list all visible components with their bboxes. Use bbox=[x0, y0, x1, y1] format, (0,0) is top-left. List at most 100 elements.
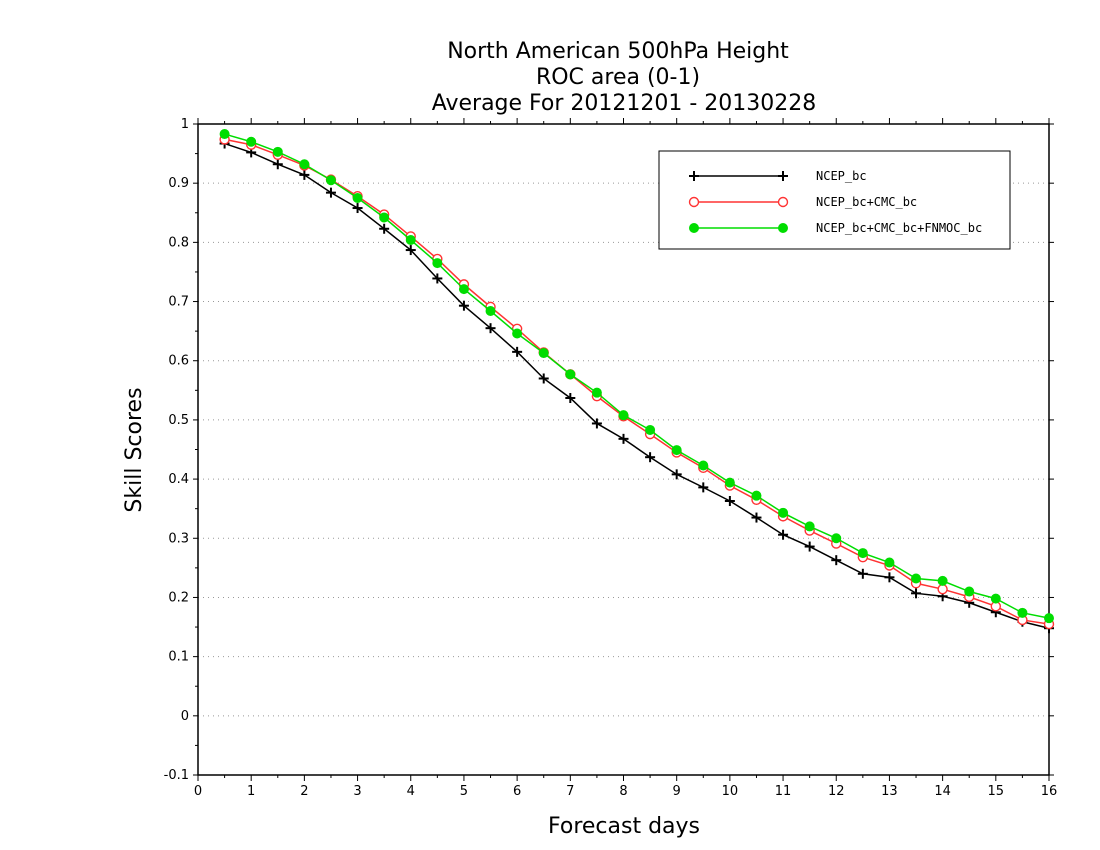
x-tick-label: 0 bbox=[194, 784, 202, 799]
plus-marker bbox=[565, 393, 576, 404]
y-tick-label: 0.3 bbox=[168, 531, 189, 546]
plus-marker bbox=[778, 171, 788, 181]
series-line bbox=[224, 142, 1050, 629]
plus-marker bbox=[352, 203, 363, 214]
plus-marker bbox=[911, 588, 922, 599]
plus-marker bbox=[751, 512, 762, 523]
x-tick-label: 2 bbox=[300, 784, 308, 799]
filled-circle-marker bbox=[857, 548, 868, 559]
plus-marker bbox=[325, 187, 336, 198]
y-tick-label: 0.9 bbox=[168, 176, 189, 191]
ticks: -0.100.10.20.30.40.50.60.70.80.910 1 2 3 4 5 6… bbox=[164, 117, 1058, 799]
x-tick-label: 12 bbox=[828, 784, 845, 799]
filled-circle-marker bbox=[325, 175, 336, 186]
plus-marker bbox=[689, 171, 699, 181]
y-tick-label: 0.8 bbox=[168, 235, 189, 250]
y-tick-label: 0.4 bbox=[168, 472, 189, 487]
filled-circle-marker bbox=[698, 460, 709, 471]
x-tick-label: 7 bbox=[566, 784, 574, 799]
filled-circle-marker bbox=[778, 507, 789, 518]
filled-circle-marker bbox=[272, 146, 283, 157]
x-tick-label: 3 bbox=[353, 784, 361, 799]
plus-marker bbox=[512, 346, 523, 357]
plus-marker bbox=[724, 495, 735, 506]
x-tick-label: 5 bbox=[460, 784, 468, 799]
x-tick-label: 8 bbox=[619, 784, 627, 799]
y-axis-label: Skill Scores bbox=[122, 387, 147, 512]
legend-label: NCEP_bc bbox=[816, 169, 867, 183]
filled-circle-marker bbox=[884, 557, 895, 568]
series-layer bbox=[219, 129, 1055, 634]
legend: NCEP_bc NCEP_bc+CMC_bc NCEP_bc+CMC_bc+FNMO… bbox=[658, 150, 1011, 250]
open-circle-marker bbox=[937, 583, 948, 595]
filled-circle-marker bbox=[831, 533, 842, 544]
x-tick-label: 14 bbox=[934, 784, 951, 799]
filled-circle-marker bbox=[246, 136, 257, 147]
open-circle-marker bbox=[777, 196, 789, 208]
x-tick-label: 11 bbox=[775, 784, 792, 799]
filled-circle-marker bbox=[485, 306, 496, 317]
filled-circle-marker bbox=[911, 573, 922, 584]
plus-marker bbox=[405, 245, 416, 256]
chart-title-line-1: North American 500hPa Height bbox=[447, 39, 789, 64]
filled-circle-marker bbox=[432, 258, 443, 269]
filled-circle-marker bbox=[405, 234, 416, 245]
filled-circle-marker bbox=[689, 223, 699, 233]
plus-marker bbox=[698, 482, 709, 493]
filled-circle-marker bbox=[591, 387, 602, 398]
x-tick-label: 16 bbox=[1041, 784, 1058, 799]
legend-label: NCEP_bc+CMC_bc+FNMOC_bc bbox=[816, 221, 982, 235]
filled-circle-marker bbox=[538, 348, 549, 359]
plus-marker bbox=[831, 555, 842, 566]
chart-title-line-2: ROC area (0-1) bbox=[536, 65, 700, 90]
legend-label: NCEP_bc+CMC_bc bbox=[816, 195, 917, 209]
x-tick-label: 10 bbox=[722, 784, 739, 799]
y-tick-label: 0 bbox=[181, 709, 189, 724]
x-tick-label: 6 bbox=[513, 784, 521, 799]
filled-circle-marker bbox=[751, 490, 762, 501]
series-2 bbox=[219, 129, 1054, 624]
filled-circle-marker bbox=[618, 410, 629, 421]
x-axis-label: Forecast days bbox=[548, 814, 700, 839]
filled-circle-marker bbox=[219, 129, 230, 140]
y-tick-label: 0.2 bbox=[168, 590, 189, 605]
y-tick-label: 1 bbox=[181, 117, 189, 132]
filled-circle-marker bbox=[990, 593, 1001, 604]
plus-marker bbox=[804, 541, 815, 552]
legend-entry: NCEP_bc+CMC_bc+FNMOC_bc bbox=[689, 221, 982, 235]
open-circle-marker bbox=[688, 196, 700, 208]
filled-circle-marker bbox=[645, 424, 656, 435]
filled-circle-marker bbox=[565, 369, 576, 380]
y-tick-label: 0.5 bbox=[168, 413, 189, 428]
legend-entry: NCEP_bc+CMC_bc bbox=[688, 195, 917, 209]
filled-circle-marker bbox=[724, 477, 735, 488]
plus-marker bbox=[485, 323, 496, 334]
plus-marker bbox=[778, 529, 789, 540]
plus-marker bbox=[618, 433, 629, 444]
filled-circle-marker bbox=[352, 192, 363, 203]
filled-circle-marker bbox=[458, 284, 469, 295]
filled-circle-marker bbox=[804, 521, 815, 532]
y-tick-label: 0.7 bbox=[168, 295, 189, 310]
x-tick-label: 13 bbox=[881, 784, 898, 799]
plus-marker bbox=[538, 373, 549, 384]
filled-circle-marker bbox=[937, 575, 948, 586]
filled-circle-marker bbox=[964, 586, 975, 597]
plus-marker bbox=[458, 300, 469, 311]
plus-marker bbox=[379, 223, 390, 234]
x-tick-label: 4 bbox=[407, 784, 415, 799]
plus-marker bbox=[857, 568, 868, 579]
x-tick-label: 9 bbox=[673, 784, 681, 799]
filled-circle-marker bbox=[778, 223, 788, 233]
x-tick-label: 1 bbox=[247, 784, 255, 799]
filled-circle-marker bbox=[671, 445, 682, 456]
x-tick-label: 15 bbox=[988, 784, 1005, 799]
series-line bbox=[224, 133, 1050, 619]
y-tick-label: -0.1 bbox=[164, 768, 189, 783]
y-tick-label: 0.1 bbox=[168, 650, 189, 665]
legend-entry: NCEP_bc bbox=[689, 169, 867, 183]
plus-marker bbox=[645, 452, 656, 463]
plus-marker bbox=[432, 273, 443, 284]
